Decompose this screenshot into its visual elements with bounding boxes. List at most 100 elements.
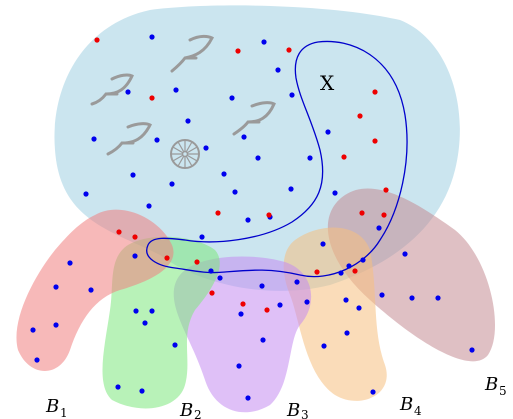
red-point <box>341 154 347 160</box>
set-x-outline <box>146 40 408 278</box>
set-b5-region <box>327 188 496 362</box>
blue-point <box>379 292 385 298</box>
blue-point <box>88 287 94 293</box>
blue-point <box>255 155 261 161</box>
set-b1-label: B 1 <box>45 396 68 419</box>
svg-text:B: B <box>179 400 193 419</box>
set-x-label: X <box>320 71 335 95</box>
blue-point <box>343 297 349 303</box>
leaf-icon <box>232 101 276 136</box>
blue-point <box>260 337 266 343</box>
blue-point <box>139 388 145 394</box>
set-b5-label: B 5 <box>484 374 507 398</box>
wheel-icon <box>170 139 200 169</box>
red-point <box>352 268 358 274</box>
svg-text:3: 3 <box>301 408 309 419</box>
blue-point <box>320 241 326 247</box>
blue-point <box>307 155 313 161</box>
blue-point <box>83 191 89 197</box>
blue-point <box>221 171 227 177</box>
blue-point <box>133 308 139 314</box>
blue-point <box>199 234 205 240</box>
blue-point <box>259 283 265 289</box>
red-point <box>266 212 272 218</box>
blue-point <box>30 327 36 333</box>
blue-point <box>149 308 155 314</box>
svg-text:1: 1 <box>60 406 68 419</box>
blue-point <box>360 257 366 263</box>
blue-point <box>376 225 382 231</box>
blue-point <box>146 203 152 209</box>
red-point <box>314 269 320 275</box>
blue-point <box>115 384 121 390</box>
blue-point <box>288 186 294 192</box>
red-point <box>209 290 215 296</box>
svg-text:5: 5 <box>499 384 507 398</box>
blue-point <box>217 275 223 281</box>
blue-point <box>261 39 267 45</box>
blue-point <box>370 389 376 395</box>
blue-point <box>289 92 295 98</box>
blue-point <box>277 302 283 308</box>
svg-text:4: 4 <box>414 404 422 418</box>
blue-point <box>435 295 441 301</box>
red-point <box>359 210 365 216</box>
red-point <box>383 187 389 193</box>
set-b1-region <box>16 209 174 371</box>
blue-point <box>232 189 238 195</box>
blue-point <box>203 145 209 151</box>
blue-point <box>346 263 352 269</box>
red-point <box>240 301 246 307</box>
red-point <box>372 138 378 144</box>
blue-point <box>185 118 191 124</box>
red-point <box>94 37 100 43</box>
blue-point <box>409 295 415 301</box>
svg-text:B: B <box>484 374 498 395</box>
blue-point <box>229 95 235 101</box>
blue-point <box>238 311 244 317</box>
blue-point <box>275 67 281 73</box>
blue-point <box>344 330 350 336</box>
red-point <box>164 255 170 261</box>
blue-point <box>34 357 40 363</box>
blue-point <box>208 268 214 274</box>
set-b4-region <box>283 227 387 401</box>
blue-point <box>91 136 97 142</box>
leaf-icon <box>106 122 153 156</box>
red-point <box>372 89 378 95</box>
blue-point <box>53 322 59 328</box>
red-point <box>116 229 122 235</box>
blue-point <box>172 342 178 348</box>
blue-point <box>125 89 131 95</box>
svg-text:2: 2 <box>194 408 202 419</box>
blue-point <box>338 270 344 276</box>
blue-point <box>356 305 362 311</box>
svg-text:B: B <box>286 400 300 419</box>
blue-point <box>245 217 251 223</box>
blue-point <box>321 343 327 349</box>
blue-point <box>241 134 247 140</box>
red-point <box>235 48 241 54</box>
blue-point <box>154 137 160 143</box>
set-b3-label: B 3 <box>286 400 309 419</box>
red-point <box>357 113 363 119</box>
blue-point <box>236 363 242 369</box>
blue-point <box>149 34 155 40</box>
set-b4-label: B 4 <box>399 394 422 418</box>
blue-point <box>304 299 310 305</box>
blue-point <box>245 395 251 401</box>
red-point <box>215 210 221 216</box>
blue-point <box>402 251 408 257</box>
leaf-icon <box>170 34 215 73</box>
blue-point <box>169 181 175 187</box>
blue-point <box>132 253 138 259</box>
red-point <box>132 234 138 240</box>
blue-point <box>53 284 59 290</box>
blue-point <box>142 320 148 326</box>
blue-point <box>130 172 136 178</box>
red-point <box>286 47 292 53</box>
points-group <box>30 34 475 401</box>
blue-point <box>332 190 338 196</box>
